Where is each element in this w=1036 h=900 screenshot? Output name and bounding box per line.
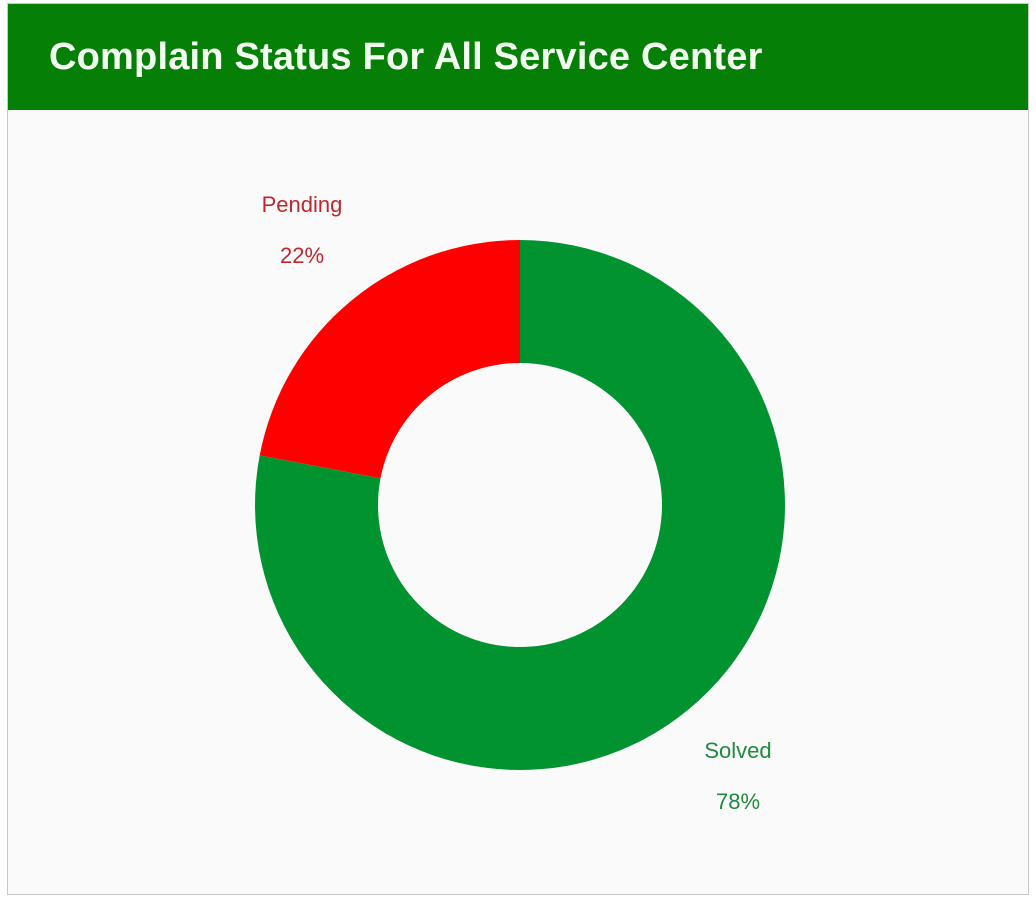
chart-title: Complain Status For All Service Center <box>49 36 763 78</box>
slice-label-pending: Pending <box>262 192 343 217</box>
slice-pending[interactable] <box>259 240 520 479</box>
slice-label-solved: Solved <box>704 738 771 763</box>
slice-solved[interactable] <box>255 240 786 770</box>
card-header: Complain Status For All Service Center <box>8 4 1028 110</box>
slice-value-solved: 78% <box>716 789 760 814</box>
slice-value-pending: 22% <box>280 243 324 268</box>
